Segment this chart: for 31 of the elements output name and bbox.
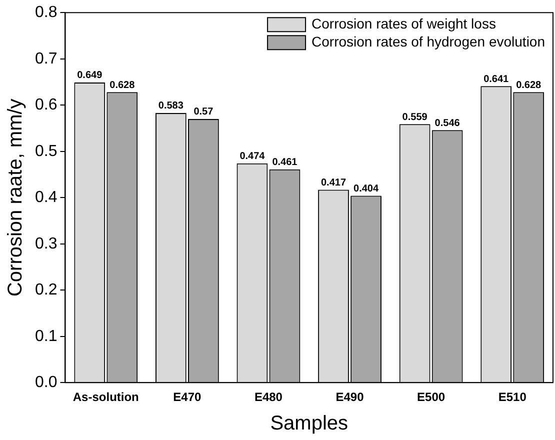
x-tick-label: E490	[336, 390, 364, 404]
data-label: 0.404	[354, 184, 379, 194]
y-tick-label: 0.0	[34, 374, 58, 392]
y-axis-title: Corrosion raate, mm/y	[4, 98, 27, 297]
data-label: 0.461	[272, 157, 298, 168]
x-tick-label: As-solution	[72, 390, 139, 404]
legend-label: Corrosion rates of hydrogen evolution	[312, 33, 545, 50]
x-tick-label: E510	[498, 390, 527, 404]
y-tick-label: 0.8	[34, 4, 58, 22]
y-tick-label: 0.7	[34, 50, 58, 68]
data-label: 0.474	[240, 151, 266, 162]
y-tick-label: 0.2	[34, 282, 58, 299]
y-tick-label: 0.4	[34, 189, 58, 206]
x-tick-label: E500	[417, 390, 446, 404]
y-tick-label: 0.3	[34, 235, 58, 252]
data-label: 0.546	[434, 118, 460, 129]
data-label: 0.417	[320, 177, 346, 188]
y-tick-label: 0.6	[34, 96, 58, 114]
data-label: 0.559	[402, 112, 428, 123]
data-label: 0.57	[194, 106, 214, 118]
data-label: 0.641	[484, 74, 510, 85]
y-tick-label: 0.5	[34, 142, 58, 160]
x-tick-label: E480	[254, 390, 283, 404]
data-label: 0.628	[110, 80, 136, 91]
data-label: 0.583	[158, 100, 184, 112]
data-label: 0.628	[516, 80, 542, 91]
x-axis-title: Samples	[270, 412, 348, 435]
legend-label: Corrosion rates of weight loss	[312, 15, 496, 32]
x-tick-label: E470	[173, 390, 202, 404]
data-label: 0.649	[77, 70, 103, 82]
y-tick-label: 0.1	[34, 328, 58, 345]
